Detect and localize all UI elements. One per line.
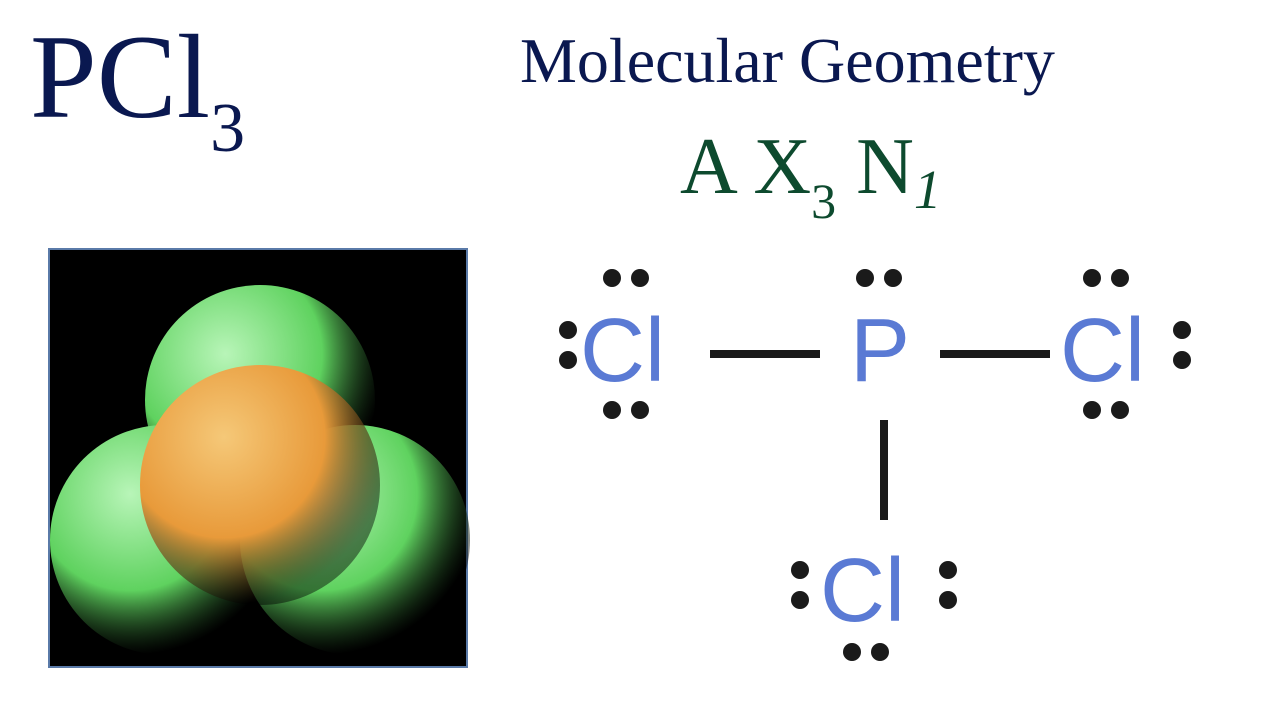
formula-subscript: 3	[210, 90, 245, 167]
lewis-electron-dot	[791, 561, 809, 579]
lewis-atom: Cl	[1060, 300, 1145, 403]
lewis-electron-dot	[856, 269, 874, 287]
lewis-electron-dot	[1111, 269, 1129, 287]
lewis-electron-dot	[843, 643, 861, 661]
lewis-electron-dot	[631, 401, 649, 419]
model-3d-box	[48, 248, 468, 668]
axn-part: X	[753, 123, 811, 211]
lewis-electron-dot	[559, 351, 577, 369]
lewis-atom: Cl	[820, 540, 905, 643]
lewis-electron-dot	[631, 269, 649, 287]
lewis-electron-dot	[939, 561, 957, 579]
model-atom	[140, 365, 380, 605]
lewis-electron-dot	[884, 269, 902, 287]
lewis-bond	[710, 350, 820, 358]
formula-base: PCl	[30, 10, 210, 143]
lewis-electron-dot	[791, 591, 809, 609]
lewis-electron-dot	[1173, 321, 1191, 339]
lewis-electron-dot	[1173, 351, 1191, 369]
lewis-electron-dot	[1111, 401, 1129, 419]
axn-notation: A X3 N1	[680, 122, 941, 213]
lewis-electron-dot	[603, 269, 621, 287]
axn-part: 3	[811, 173, 836, 229]
lewis-electron-dot	[871, 643, 889, 661]
lewis-atom: Cl	[580, 300, 665, 403]
axn-part: 1	[914, 159, 942, 220]
lewis-electron-dot	[559, 321, 577, 339]
model-3d-svg	[50, 250, 470, 670]
lewis-electron-dot	[1083, 401, 1101, 419]
lewis-bond	[940, 350, 1050, 358]
lewis-electron-dot	[939, 591, 957, 609]
lewis-atom: P	[850, 300, 910, 403]
axn-part: A	[680, 123, 753, 211]
molecule-formula: PCl3	[30, 8, 245, 146]
axn-part: N	[836, 123, 914, 211]
lewis-bond	[880, 420, 888, 520]
lewis-electron-dot	[1083, 269, 1101, 287]
lewis-electron-dot	[603, 401, 621, 419]
page-title: Molecular Geometry	[520, 24, 1055, 98]
